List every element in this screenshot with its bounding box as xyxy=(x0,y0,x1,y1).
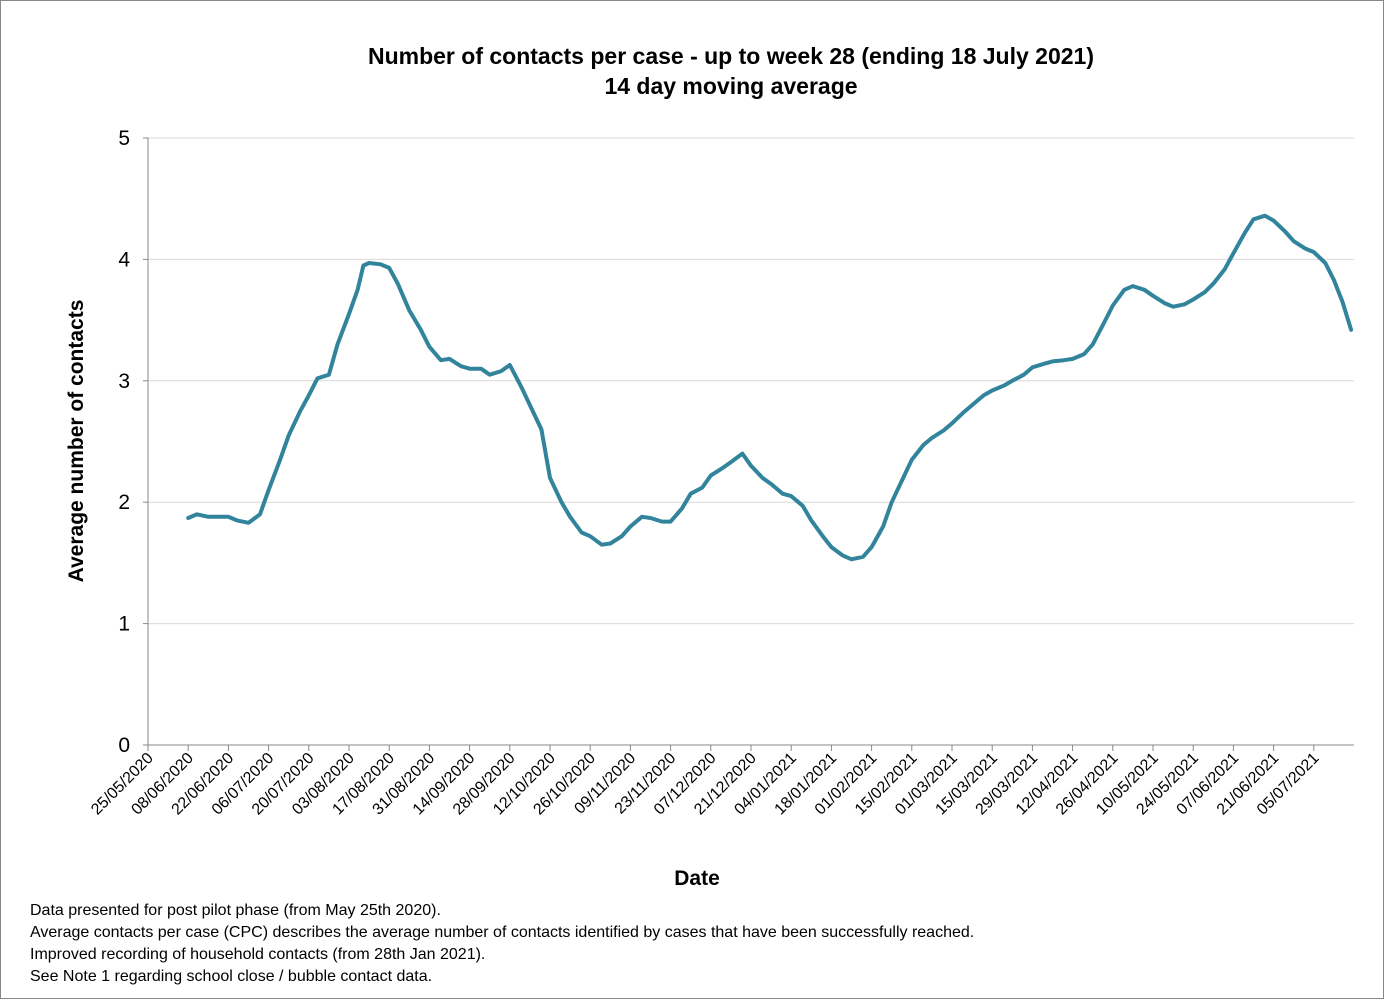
footnote: Data presented for post pilot phase (fro… xyxy=(30,902,441,919)
y-tick-label: 2 xyxy=(118,491,130,514)
footnote: Average contacts per case (CPC) describe… xyxy=(30,924,974,941)
y-tick-label: 0 xyxy=(118,734,130,757)
x-axis-title: Date xyxy=(674,867,720,890)
chart-title: Number of contacts per case - up to week… xyxy=(368,43,1094,69)
y-tick-label: 3 xyxy=(118,370,130,393)
y-tick-label: 1 xyxy=(118,613,130,636)
y-tick-label: 5 xyxy=(118,127,130,150)
chart-subtitle: 14 day moving average xyxy=(604,73,857,99)
footnote: Improved recording of household contacts… xyxy=(30,946,485,963)
y-tick-label: 4 xyxy=(118,248,130,271)
y-axis-title: Average number of contacts xyxy=(65,300,88,583)
data-line xyxy=(186,213,1354,562)
footnote: See Note 1 regarding school close / bubb… xyxy=(30,968,432,985)
